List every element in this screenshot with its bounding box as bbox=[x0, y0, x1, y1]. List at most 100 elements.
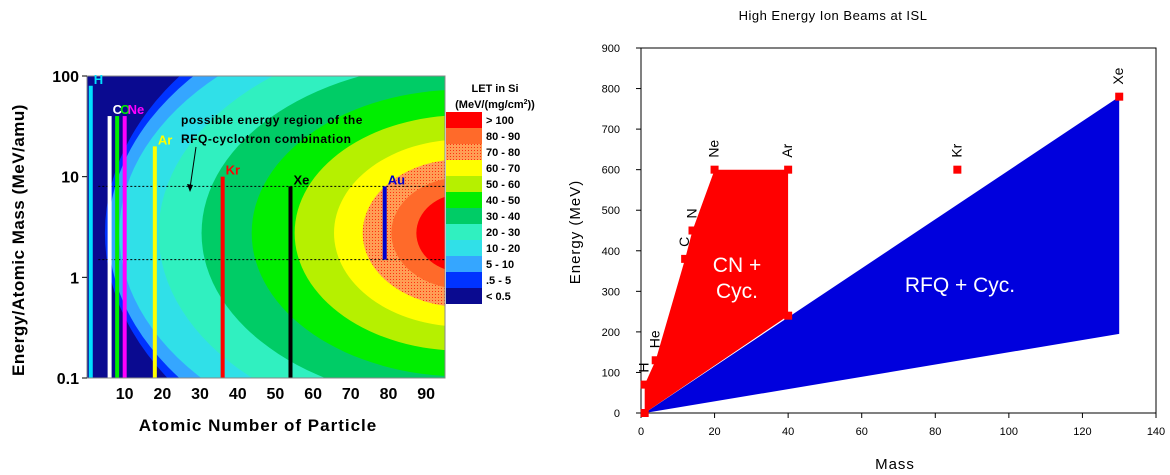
isl-point-label-n: N bbox=[684, 208, 700, 218]
let-x-axis-label: Atomic Number of Particle bbox=[139, 416, 378, 435]
isl-point-label-h: H bbox=[636, 362, 652, 372]
isl-x-tick-label-2: 40 bbox=[782, 426, 794, 438]
isl-data-point-1 bbox=[651, 356, 660, 365]
let-legend-label-11: < 0.5 bbox=[486, 291, 511, 303]
element-label-o: O bbox=[120, 102, 130, 117]
let-x-tick-label-4: 50 bbox=[267, 386, 285, 403]
let-y-tick-label-1: 1 bbox=[70, 270, 79, 287]
element-bar-ne bbox=[122, 116, 127, 378]
let-x-tick-label-7: 80 bbox=[380, 386, 398, 403]
isl-data-point-0 bbox=[640, 380, 649, 389]
isl-y-tick-label-4: 400 bbox=[602, 246, 620, 258]
element-label-h: H bbox=[94, 72, 103, 87]
isl-x-tick-label-1: 20 bbox=[708, 426, 720, 438]
element-bar-c bbox=[107, 116, 112, 378]
let-legend-swatch-11 bbox=[446, 288, 482, 304]
region-label-rfq: RFQ + Cyc. bbox=[905, 274, 1015, 297]
isl-x-axis-label: Mass bbox=[875, 456, 915, 473]
let-legend-swatch-7 bbox=[446, 224, 482, 240]
isl-point-label-kr: Kr bbox=[948, 143, 964, 157]
isl-x-tick-label-4: 80 bbox=[929, 426, 941, 438]
isl-data-point-7 bbox=[1115, 92, 1124, 101]
element-bars bbox=[88, 85, 387, 378]
let-legend-units: (MeV/(mg/cm2)) bbox=[455, 99, 535, 111]
let-legend-swatch-8 bbox=[446, 240, 482, 256]
let-y-tick-label-0: 0.1 bbox=[57, 371, 79, 388]
element-bar-au bbox=[382, 186, 387, 260]
isl-point-label-ne: Ne bbox=[706, 140, 722, 158]
isl-point-label-c: C bbox=[676, 237, 692, 247]
isl-y-tick-label-1: 100 bbox=[602, 367, 620, 379]
isl-y-tick-label-2: 200 bbox=[602, 327, 620, 339]
element-bar-kr bbox=[220, 176, 225, 378]
let-legend-swatch-6 bbox=[446, 208, 482, 224]
let-x-tick-label-2: 30 bbox=[191, 386, 209, 403]
isl-chart: High Energy Ion Beams at ISL CN + Cyc. RF… bbox=[567, 8, 1165, 473]
let-legend-label-10: .5 - 5 bbox=[486, 275, 511, 287]
isl-y-tick-label-0: 0 bbox=[614, 408, 620, 420]
isl-x-tick-label-3: 60 bbox=[856, 426, 868, 438]
let-x-tick-label-0: 10 bbox=[116, 386, 134, 403]
isl-data-points: H He C N Ne Ar Kr Xe bbox=[636, 67, 1126, 417]
element-label-ne: Ne bbox=[128, 102, 145, 117]
let-legend-swatch-5 bbox=[446, 192, 482, 208]
isl-y-tick-label-9: 900 bbox=[602, 43, 620, 55]
beam-region-0 bbox=[644, 169, 789, 413]
let-x-tick-label-8: 90 bbox=[417, 386, 435, 403]
let-x-tick-label-1: 20 bbox=[153, 386, 171, 403]
let-legend-swatch-10 bbox=[446, 272, 482, 288]
isl-y-tick-label-8: 800 bbox=[602, 84, 620, 96]
let-plot-area bbox=[87, 76, 445, 378]
isl-data-point-4 bbox=[710, 165, 719, 174]
isl-x-tick-label-0: 0 bbox=[638, 426, 644, 438]
isl-data-point-9 bbox=[784, 311, 793, 320]
let-x-tick-label-5: 60 bbox=[304, 386, 322, 403]
element-label-c: C bbox=[113, 102, 123, 117]
isl-x-tick-label-5: 100 bbox=[1000, 426, 1018, 438]
let-legend-swatch-4 bbox=[446, 176, 482, 192]
isl-data-point-5 bbox=[784, 165, 793, 174]
let-legend-label-3: 60 - 70 bbox=[486, 163, 520, 175]
isl-y-tick-label-6: 600 bbox=[602, 165, 620, 177]
isl-y-tick-label-5: 500 bbox=[602, 205, 620, 217]
isl-data-point-8 bbox=[640, 409, 649, 417]
let-legend-label-7: 20 - 30 bbox=[486, 227, 520, 239]
let-band-0 bbox=[416, 196, 445, 270]
let-legend-label-1: 80 - 90 bbox=[486, 131, 520, 143]
let-legend-label-5: 40 - 50 bbox=[486, 195, 520, 207]
isl-y-tick-label-7: 700 bbox=[602, 124, 620, 136]
let-legend: LET in Si (MeV/(mg/cm2)) > 100 80 - 90 70 … bbox=[446, 83, 535, 304]
region-label-cn-line-1: CN + Cyc. bbox=[713, 254, 761, 303]
element-label-kr: Kr bbox=[226, 163, 240, 178]
isl-y-axis-label: Energy (MeV) bbox=[567, 180, 584, 285]
isl-data-point-3 bbox=[688, 226, 697, 235]
element-bar-ar bbox=[152, 146, 157, 378]
let-contour-bands bbox=[87, 76, 445, 378]
let-x-tick-label-3: 40 bbox=[229, 386, 247, 403]
let-legend-swatch-pattern bbox=[446, 144, 482, 160]
let-plot-frame bbox=[86, 75, 446, 379]
element-bar-h bbox=[88, 85, 93, 378]
let-y-tick-label-2: 10 bbox=[61, 170, 79, 187]
let-legend-label-2: 70 - 80 bbox=[486, 147, 520, 159]
isl-plot-frame bbox=[640, 47, 1157, 414]
isl-point-label-ar: Ar bbox=[779, 143, 795, 157]
annotation-arrow-head bbox=[187, 184, 193, 192]
let-annotation-line-1: possible energy region of the bbox=[181, 113, 363, 127]
isl-beam-regions bbox=[644, 96, 1120, 413]
let-y-tick-label-3: 100 bbox=[52, 69, 79, 86]
let-legend-label-4: 50 - 60 bbox=[486, 179, 520, 191]
isl-x-tick-label-6: 120 bbox=[1073, 426, 1091, 438]
let-legend-swatch-1 bbox=[446, 128, 482, 144]
element-label-au: Au bbox=[388, 172, 405, 187]
let-legend-swatch-3 bbox=[446, 160, 482, 176]
isl-chart-title: High Energy Ion Beams at ISL bbox=[739, 8, 928, 23]
let-legend-label-0: > 100 bbox=[486, 115, 514, 127]
let-legend-items: > 100 80 - 90 70 - 80 60 - 70 50 - 60 40 - 50… bbox=[446, 112, 520, 304]
let-legend-label-6: 30 - 40 bbox=[486, 211, 520, 223]
annotation-arrow bbox=[189, 146, 197, 189]
isl-x-tick-label-7: 140 bbox=[1147, 426, 1165, 438]
